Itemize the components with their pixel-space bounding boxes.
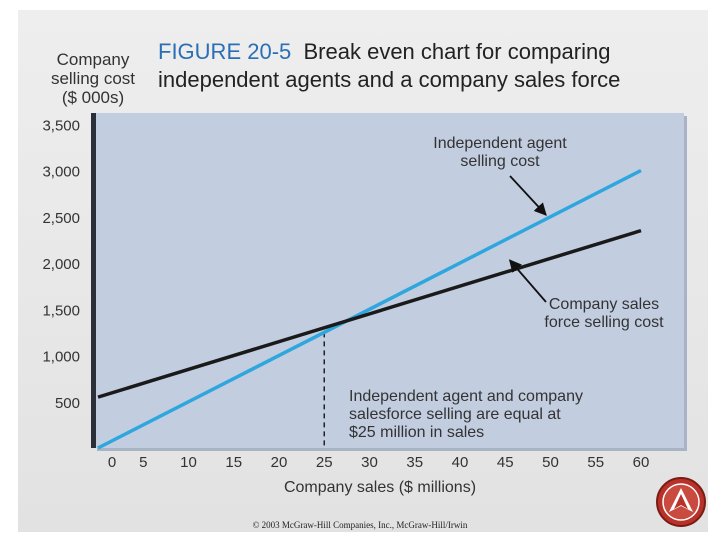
publisher-logo-icon <box>656 477 706 527</box>
annotation-company-line: Company sales <box>549 296 659 313</box>
y-axis-label-line-2: selling cost <box>50 69 136 88</box>
y-tick-label: 500 <box>55 395 80 412</box>
annotation-equal: Independent agent and company salesforce … <box>349 388 583 441</box>
figure-number: FIGURE 20-5 <box>158 39 292 64</box>
annotation-agent-line: Independent agent <box>433 135 567 152</box>
annotation-company: Company sales force selling cost <box>544 296 664 331</box>
y-axis-label: Company selling cost ($ 000s) <box>40 50 146 107</box>
y-axis-line <box>91 113 96 448</box>
annotation-company-line: force selling cost <box>544 314 664 331</box>
annotation-agent-line: selling cost <box>460 153 540 170</box>
annotation-equal-line: Independent agent and company <box>349 388 583 405</box>
x-tick-label: 55 <box>587 454 604 471</box>
annotation-equal-line: salesforce selling are equal at <box>349 406 561 423</box>
y-axis-label-line-1: Company <box>56 50 130 69</box>
x-tick-label: 15 <box>225 454 242 471</box>
agent-cost-line <box>97 168 642 450</box>
x-tick-label: 35 <box>406 454 423 471</box>
annotation-agent: Independent agent selling cost <box>433 135 567 170</box>
x-tick-label: 0 <box>108 454 116 471</box>
y-tick-label: 1,500 <box>42 302 80 319</box>
x-tick-label: 30 <box>361 454 378 471</box>
figure-title-text: Break even chart for comparing independe… <box>158 39 621 92</box>
y-tick-label: 3,000 <box>42 164 80 181</box>
y-axis-label-line-3: ($ 000s) <box>61 88 125 107</box>
x-tick-label: 40 <box>452 454 469 471</box>
annotation-company-arrow <box>508 259 547 303</box>
y-tick-label: 2,000 <box>42 256 80 273</box>
x-tick-label: 50 <box>542 454 559 471</box>
x-tick-label: 25 <box>316 454 333 471</box>
copyright-notice: © 2003 McGraw-Hill Companies, Inc., McGr… <box>252 520 468 530</box>
annotation-agent-arrow <box>509 175 547 216</box>
x-tick-label: 5 <box>139 454 147 471</box>
plot-area <box>94 113 684 448</box>
x-tick-label: 45 <box>497 454 514 471</box>
y-tick-label: 1,000 <box>42 349 80 366</box>
annotation-equal-line: $25 million in sales <box>349 424 484 441</box>
x-tick-label: 20 <box>271 454 288 471</box>
figure-title: FIGURE 20-5 Break even chart for compari… <box>158 38 698 94</box>
x-axis-label: Company sales ($ millions) <box>284 479 476 496</box>
x-tick-label: 10 <box>180 454 197 471</box>
company-cost-line <box>97 228 642 399</box>
y-tick-label: 3,500 <box>42 117 80 134</box>
x-tick-label: 60 <box>633 454 650 471</box>
y-tick-label: 2,500 <box>42 210 80 227</box>
